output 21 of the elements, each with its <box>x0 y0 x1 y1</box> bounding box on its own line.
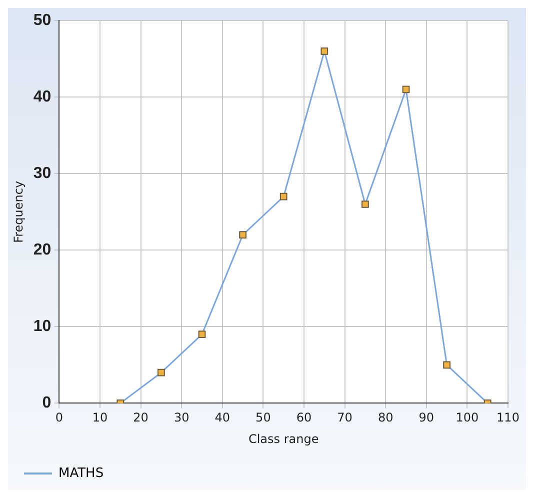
y-tick-label: 40 <box>33 88 52 106</box>
x-tick-label: 80 <box>378 410 394 425</box>
x-tick-label: 40 <box>214 410 230 425</box>
y-tick-label: 20 <box>33 242 52 259</box>
x-tick-label: 20 <box>133 410 148 425</box>
x-tick-label: 70 <box>337 410 352 425</box>
x-tick-label: 10 <box>92 410 108 425</box>
y-tick-label: 50 <box>33 12 52 30</box>
y-tick-label: 30 <box>33 165 52 182</box>
legend-label: MATHS <box>58 466 104 481</box>
x-tick-label: 90 <box>418 410 434 425</box>
y-axis-title: Frequency <box>11 180 26 243</box>
x-tick-label: 110 <box>496 410 520 425</box>
x-axis-title: Class range <box>248 432 319 446</box>
x-tick-label: 100 <box>456 410 479 425</box>
y-tick-label: 10 <box>33 318 52 336</box>
y-tick-label: 0 <box>42 394 52 412</box>
x-tick-label: 50 <box>256 410 271 425</box>
x-tick-label: 60 <box>296 410 312 425</box>
x-tick-label: 0 <box>55 410 64 425</box>
x-tick-label: 30 <box>174 410 190 425</box>
